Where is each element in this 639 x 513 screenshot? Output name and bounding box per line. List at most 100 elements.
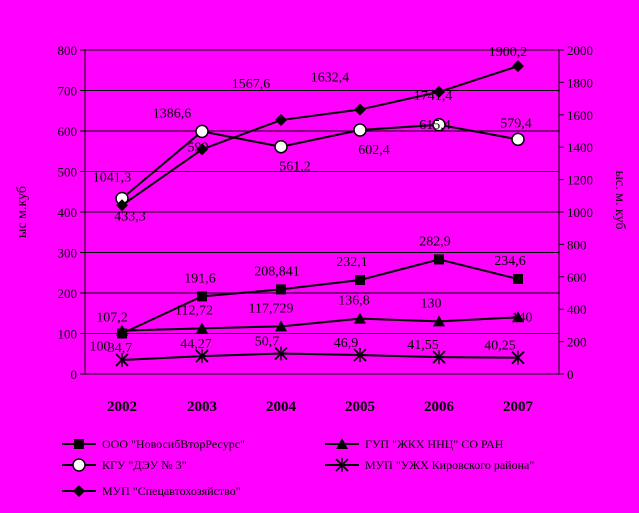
triangle-marker xyxy=(196,322,208,334)
square-marker xyxy=(355,274,365,285)
legend: ООО "НовосибВторРесурс" КГУ "ДЭУ № 3" МУП … xyxy=(62,437,534,498)
diamond-marker xyxy=(275,114,287,127)
star-marker xyxy=(335,458,349,472)
diamond-marker xyxy=(73,485,85,497)
right-tick-label: 400 xyxy=(567,302,587,317)
x-tick-label: 2004 xyxy=(266,399,297,415)
triangle-marker xyxy=(512,311,524,323)
circle-marker xyxy=(72,458,86,472)
left-tick-label: 100 xyxy=(58,327,78,342)
x-tick-label: 2007 xyxy=(503,399,534,415)
data-label: 50,7 xyxy=(255,334,280,349)
right-tick-label: 800 xyxy=(567,237,587,252)
right-tick-label: 1000 xyxy=(567,205,593,220)
left-tick-label: 300 xyxy=(58,246,78,261)
right-axis-label: ыс. м. куб xyxy=(612,170,627,229)
legend-label: КГУ "ДЭУ № 3" xyxy=(102,458,187,472)
star-marker xyxy=(511,350,525,365)
right-tick-label: 1800 xyxy=(567,75,593,90)
data-label: 112,72 xyxy=(175,303,213,318)
square-marker xyxy=(276,284,286,295)
star-marker xyxy=(432,350,446,365)
data-label: 191,6 xyxy=(184,271,216,286)
x-axis-ticks: 2002 2003 2004 2005 2006 2007 xyxy=(107,399,534,415)
data-label: 100 xyxy=(90,340,111,355)
left-tick-label: 400 xyxy=(58,205,78,220)
data-label: 433,3 xyxy=(114,210,146,225)
data-label: 561,2 xyxy=(279,160,311,175)
data-label: 232,1 xyxy=(336,255,368,270)
triangle-marker xyxy=(116,324,128,336)
triangle-marker xyxy=(354,312,366,324)
right-tick-label: 200 xyxy=(567,335,587,350)
series-line xyxy=(121,65,519,207)
triangle-marker xyxy=(336,438,348,449)
right-axis-ticks: 0 200 400 600 800 1000 1200 1400 1600 1800 2000 xyxy=(559,43,593,382)
diamond-marker xyxy=(116,199,128,212)
triangle-marker xyxy=(433,315,445,327)
left-axis-label: ыс м.куб xyxy=(15,186,30,238)
data-label: 117,729 xyxy=(249,301,294,316)
square-marker xyxy=(74,439,84,449)
star-marker xyxy=(353,348,367,363)
square-marker xyxy=(197,291,207,302)
circle-marker xyxy=(511,132,525,147)
data-label: 1900,2 xyxy=(489,45,528,60)
data-label: 282,9 xyxy=(419,234,451,249)
diamond-marker xyxy=(433,85,445,98)
right-tick-label: 2000 xyxy=(567,43,593,58)
diamond-marker xyxy=(512,60,524,73)
legend-label: ООО "НовосибВторРесурс" xyxy=(102,437,245,451)
diamond-marker xyxy=(354,103,366,116)
data-labels: 107,2 191,6 208,841 232,1 282,9 234,6 433,3 599… xyxy=(90,45,533,356)
data-label: 41,55 xyxy=(407,338,439,353)
legend-label: МУП "Спецавтохозяйство" xyxy=(102,484,241,498)
data-label: 44,27 xyxy=(180,337,212,352)
series-group xyxy=(115,60,525,367)
star-marker xyxy=(115,352,129,367)
data-label: 130 xyxy=(421,296,442,311)
circle-marker xyxy=(353,123,367,137)
left-tick-label: 700 xyxy=(58,84,78,99)
right-tick-label: 1400 xyxy=(567,140,593,155)
series-line xyxy=(121,316,519,332)
x-tick-label: 2006 xyxy=(424,399,455,415)
square-marker xyxy=(513,273,523,284)
star-marker xyxy=(274,346,288,361)
star-marker xyxy=(195,349,209,364)
data-label: 615,4 xyxy=(419,118,451,133)
circle-marker xyxy=(195,124,209,139)
data-label: 140 xyxy=(512,310,533,325)
right-tick-label: 1200 xyxy=(567,173,593,188)
gridlines xyxy=(85,49,559,334)
circle-marker xyxy=(274,139,288,154)
data-label: 34,7 xyxy=(108,341,133,356)
data-label: 46,9 xyxy=(334,336,359,351)
right-tick-label: 1600 xyxy=(567,108,593,123)
x-tick-label: 2003 xyxy=(187,399,217,415)
data-label: 579,4 xyxy=(500,116,532,131)
diamond-marker xyxy=(196,143,208,156)
square-marker xyxy=(434,254,444,265)
right-tick-label: 600 xyxy=(567,270,587,285)
data-label: 40,25 xyxy=(484,339,516,354)
right-tick-label: 0 xyxy=(567,367,574,382)
series-line xyxy=(121,123,519,200)
data-label: 1741,4 xyxy=(414,89,453,104)
left-tick-label: 600 xyxy=(58,124,78,139)
data-label: 1041,3 xyxy=(93,170,132,185)
series-line xyxy=(121,352,519,361)
left-tick-label: 0 xyxy=(71,367,78,382)
left-axis-ticks: 0 100 200 300 400 500 600 700 800 xyxy=(58,43,85,382)
series-line xyxy=(121,258,519,335)
left-tick-label: 500 xyxy=(58,165,78,180)
data-label: 599 xyxy=(188,140,209,155)
data-label: 208,841 xyxy=(254,264,300,279)
data-label: 1386,6 xyxy=(153,106,192,121)
circle-marker xyxy=(432,118,446,132)
triangle-marker xyxy=(275,320,287,332)
data-label: 234,6 xyxy=(494,254,526,269)
data-label: 107,2 xyxy=(96,311,128,326)
x-tick-label: 2005 xyxy=(345,399,375,415)
